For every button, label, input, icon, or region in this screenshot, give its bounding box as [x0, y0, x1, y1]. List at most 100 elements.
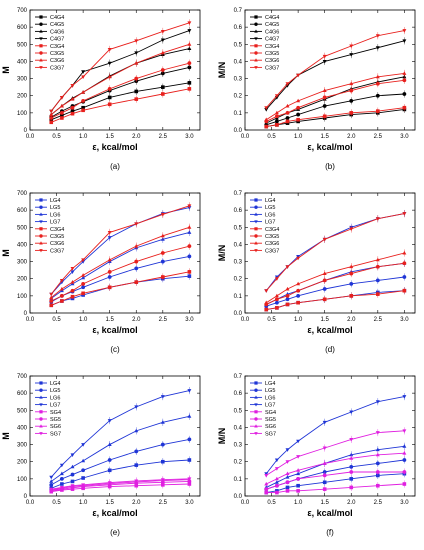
legend-marker-C4G6: [254, 29, 258, 33]
data-point-C4G5: [274, 119, 279, 124]
y-tick-label: 0.0: [234, 494, 243, 500]
data-point-SG5: [264, 487, 269, 492]
data-point-C3G4: [49, 120, 54, 125]
data-point-C3G5: [274, 297, 279, 302]
plot-frame: [29, 9, 201, 131]
data-point-C3G6: [107, 257, 112, 262]
data-point-C3G7: [375, 217, 380, 221]
data-point-C3G6: [187, 225, 192, 229]
data-point-C3G4: [264, 307, 269, 312]
legend-entry-C3G7: C3G7: [265, 248, 279, 254]
x-tick-label: 1.0: [79, 500, 88, 506]
legend-entry-C3G6: C3G6: [50, 58, 64, 64]
data-point-C3G6: [49, 295, 54, 300]
data-point-C3G7: [134, 222, 139, 227]
x-tick-label: 2.0: [132, 500, 141, 506]
legend-marker-SG7: [39, 432, 43, 436]
panel-caption: (e): [110, 528, 120, 537]
data-point-C3G4: [402, 288, 407, 293]
data-point-LG6: [81, 275, 86, 280]
legend-entry-C3G4: C3G4: [265, 44, 279, 50]
x-tick-label: 1.5: [106, 317, 115, 323]
y-tick-label: 0: [24, 311, 28, 317]
data-point-LG7: [70, 453, 75, 458]
data-point-LG6: [70, 464, 75, 469]
data-point-C3G7: [274, 94, 279, 98]
x-tick-label: 1.5: [106, 134, 115, 140]
legend-marker-LG7: [254, 403, 258, 407]
legend-entry-SG6: SG6: [50, 424, 61, 430]
y-tick-label: 0.3: [234, 260, 243, 266]
data-point-SG7: [107, 481, 112, 485]
series-line-LG6: [50, 231, 190, 299]
y-tick-label: 500: [17, 408, 28, 414]
data-point-LG6: [285, 474, 290, 479]
data-point-C3G6: [59, 286, 64, 291]
data-point-C3G5: [375, 81, 380, 86]
series-line-C3G6: [50, 226, 190, 298]
data-point-LG5: [81, 468, 86, 473]
data-point-SG6: [375, 452, 380, 457]
legend-entry-LG6: LG6: [265, 212, 275, 218]
data-point-C4G7: [402, 39, 407, 44]
y-tick-label: 0.5: [234, 42, 243, 48]
data-point-LG5: [402, 458, 407, 462]
legend-marker-LG5: [254, 388, 258, 392]
data-point-LG5: [187, 254, 192, 259]
legend-marker-C3G5: [254, 234, 258, 238]
data-point-C3G7: [70, 266, 75, 271]
data-point-C4G7: [322, 59, 327, 64]
series-line-SG6: [51, 479, 190, 491]
chart-panel-a: 0.0 0.5 1.0 1.5 2.0 2.5 3.0 0 100 200 300 400 500 600…: [1, 8, 201, 171]
y-tick-label: 500: [17, 225, 28, 231]
data-point-C3G6: [375, 74, 380, 79]
y-tick-label: 200: [17, 94, 28, 100]
x-tick-label: 0.5: [52, 134, 61, 140]
data-point-SG7: [160, 478, 165, 482]
data-point-C3G6: [134, 243, 139, 248]
legend-entry-LG6: LG6: [50, 212, 60, 218]
data-point-SG4: [402, 482, 407, 486]
data-point-C3G7: [349, 44, 354, 49]
data-point-C3G7: [49, 292, 54, 297]
series-line-C4G7: [265, 40, 405, 110]
data-point-C3G7: [296, 73, 301, 78]
legend-marker-SG5: [254, 417, 258, 421]
data-point-LG7: [49, 475, 54, 480]
x-tick-label: 1.0: [294, 134, 303, 140]
data-point-C3G7: [322, 237, 327, 242]
data-point-SG4: [285, 489, 290, 493]
x-tick-label: 1.0: [294, 317, 303, 323]
legend-marker-SG6: [39, 424, 43, 428]
legend-marker-SG4: [254, 410, 258, 414]
data-point-C4G4: [134, 89, 139, 94]
legend-marker-LG4: [39, 381, 43, 385]
legend-entry-LG5: LG5: [265, 205, 275, 211]
y-tick-label: 0: [24, 128, 28, 134]
x-axis-label: ε, kcal/mol: [307, 508, 352, 518]
legend-marker-LG7: [254, 220, 258, 224]
legend-marker-SG4: [39, 410, 43, 414]
data-point-SG6: [296, 468, 301, 472]
y-tick-label: 0.6: [234, 25, 243, 31]
data-point-C3G6: [274, 293, 279, 298]
y-tick-label: 0.3: [234, 77, 243, 83]
x-tick-label: 1.5: [321, 500, 330, 506]
data-point-C3G7: [59, 95, 64, 100]
data-point-C3G6: [134, 60, 139, 65]
chart-panel-c: 0.0 0.5 1.0 1.5 2.0 2.5 3.0 0 100 200 300 400 500 600…: [1, 191, 201, 354]
data-point-C3G4: [60, 299, 64, 303]
data-point-C3G7: [322, 54, 327, 59]
legend-marker-C3G7: [254, 249, 258, 253]
data-point-C3G7: [264, 106, 269, 110]
y-axis-label: M/N: [217, 245, 227, 262]
data-point-C3G7: [59, 278, 64, 283]
panel-caption: (d): [325, 345, 335, 354]
series-line-SG6: [266, 452, 405, 485]
data-point-C3G4: [322, 297, 327, 302]
legend-entry-SG5: SG5: [265, 417, 276, 423]
legend-marker-C3G7: [39, 66, 43, 70]
series-line-LG7: [265, 213, 405, 291]
y-tick-label: 0.6: [234, 391, 243, 397]
